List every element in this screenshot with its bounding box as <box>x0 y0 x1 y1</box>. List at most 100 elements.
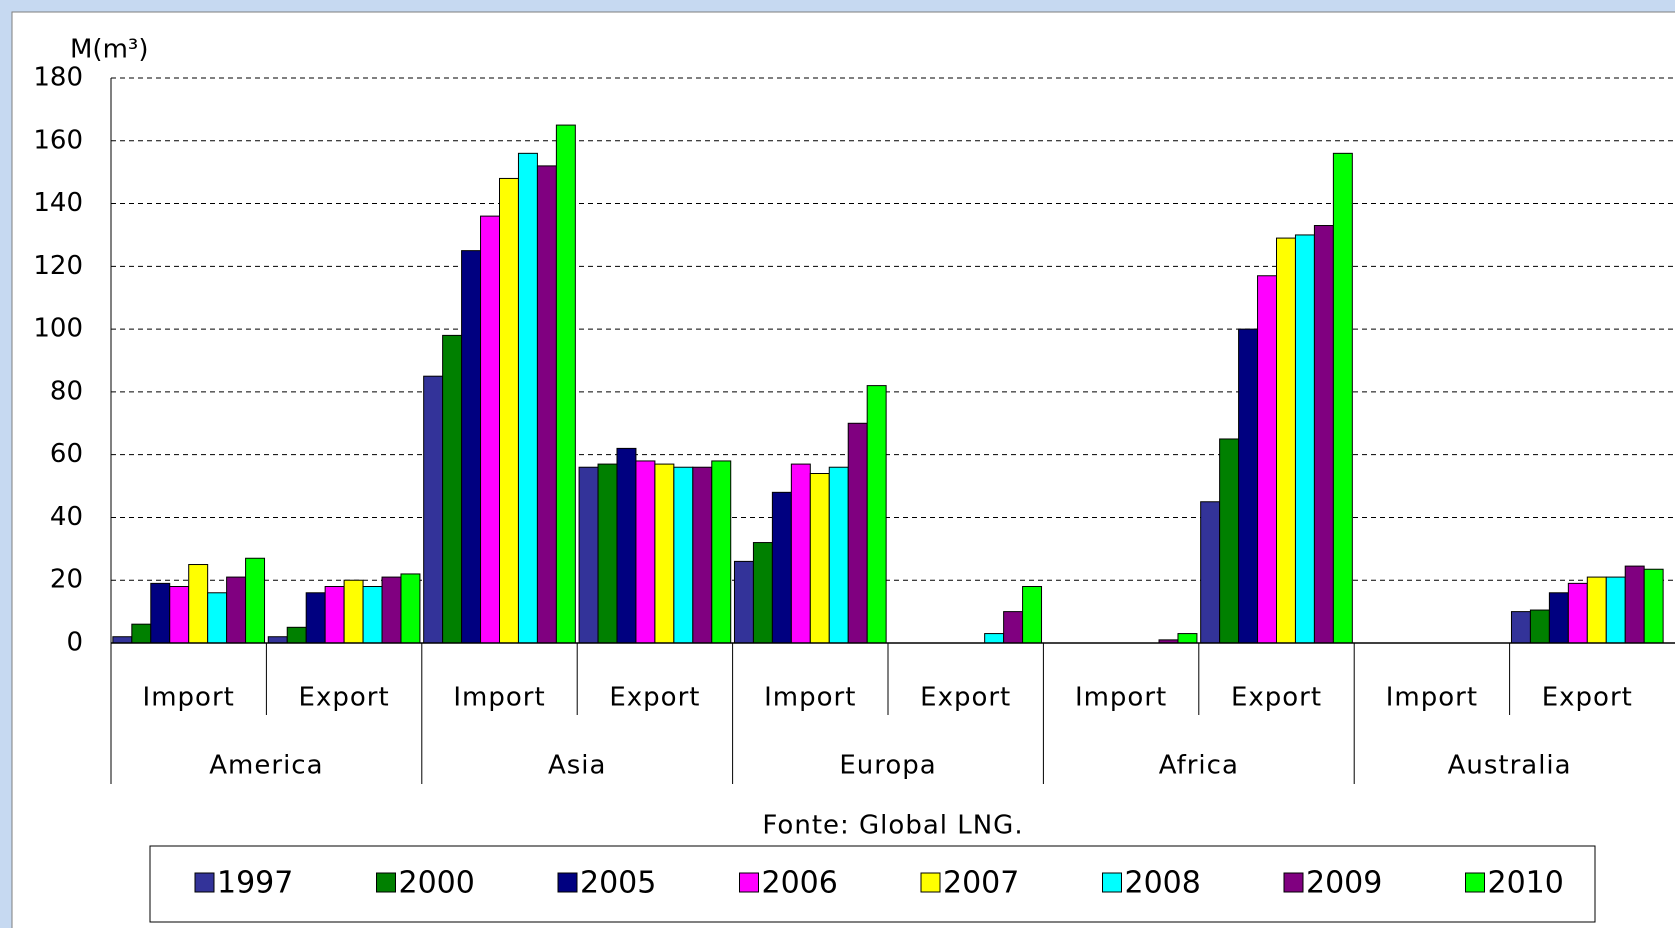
bar <box>847 422 868 644</box>
bar <box>1605 576 1626 644</box>
bar <box>984 633 1005 644</box>
bar <box>381 576 402 644</box>
legend-label: 2006 <box>762 866 838 901</box>
bar <box>597 463 618 644</box>
legend-label: 2008 <box>1125 866 1201 901</box>
bar <box>733 560 754 644</box>
y-tick-label: 100 <box>33 314 83 344</box>
y-tick-label: 40 <box>50 502 83 532</box>
bar <box>790 463 811 644</box>
x-tick-label: Import <box>1386 683 1478 713</box>
legend-swatch <box>376 872 396 893</box>
group-label: Europa <box>839 751 936 781</box>
bar <box>267 636 288 644</box>
bar <box>362 586 383 644</box>
bar <box>692 466 713 644</box>
bar <box>480 215 500 644</box>
bar <box>423 375 444 644</box>
bar <box>752 542 773 644</box>
bar <box>517 152 538 644</box>
x-tick-label: Export <box>299 683 390 713</box>
bar <box>578 466 599 644</box>
bar <box>1276 237 1296 644</box>
y-tick-label: 120 <box>33 251 83 281</box>
bar <box>169 586 190 644</box>
legend-swatch <box>1283 872 1304 893</box>
bar <box>673 466 694 644</box>
x-tick-label: Import <box>143 683 235 713</box>
x-tick-label: Export <box>609 683 700 713</box>
bar <box>1586 576 1607 644</box>
bar <box>1643 568 1664 644</box>
bar <box>1313 225 1334 644</box>
bar <box>1624 565 1645 644</box>
group-label: Australia <box>1448 751 1572 781</box>
bar <box>286 626 307 644</box>
legend-swatch <box>557 872 578 893</box>
legend-swatch <box>1102 872 1122 893</box>
y-tick-label: 60 <box>50 439 83 469</box>
bar <box>226 576 247 644</box>
bar <box>809 473 830 644</box>
bar <box>207 592 228 644</box>
legend-label: 2009 <box>1306 866 1382 901</box>
bar <box>654 463 675 644</box>
legend-swatch <box>739 872 759 893</box>
legend-swatch <box>194 872 215 893</box>
bar <box>1238 328 1259 644</box>
bar <box>188 564 209 644</box>
bar <box>131 623 152 644</box>
y-axis-label: M(m³) <box>70 35 148 65</box>
bar <box>616 447 637 644</box>
y-tick-label: 0 <box>66 628 83 658</box>
bar <box>305 592 326 644</box>
bar <box>1294 234 1315 644</box>
bar <box>555 124 576 644</box>
legend-swatch <box>920 872 941 893</box>
x-tick-label: Import <box>1075 683 1167 713</box>
bar <box>245 557 266 644</box>
bar <box>1257 275 1278 644</box>
bar <box>461 250 482 644</box>
legend-label: 2010 <box>1488 866 1564 901</box>
bar <box>635 460 656 644</box>
x-tick-label: Export <box>920 683 1011 713</box>
bar <box>324 586 345 644</box>
bar <box>1548 592 1569 644</box>
y-tick-label: 140 <box>33 188 83 218</box>
bar <box>343 579 364 644</box>
source-note: Fonte: Global LNG. <box>762 811 1023 841</box>
bar <box>711 460 732 644</box>
bar <box>112 636 133 644</box>
y-tick-label: 160 <box>33 125 83 155</box>
legend-label: 2000 <box>399 866 475 901</box>
bar <box>1219 438 1240 644</box>
x-tick-label: Import <box>453 683 545 713</box>
x-tick-label: Export <box>1542 683 1633 713</box>
bar <box>1567 582 1588 644</box>
group-label: Africa <box>1159 751 1239 781</box>
bar <box>771 491 792 644</box>
y-tick-label: 80 <box>50 376 83 406</box>
legend-label: 1997 <box>217 866 293 901</box>
y-tick-label: 180 <box>33 63 83 93</box>
group-label: Asia <box>548 751 607 781</box>
x-tick-label: Export <box>1231 683 1322 713</box>
bar <box>400 573 421 644</box>
bar <box>499 177 519 644</box>
legend-label: 2005 <box>580 866 656 901</box>
group-label: America <box>209 751 323 781</box>
bar <box>1529 609 1550 644</box>
bar <box>1510 611 1531 644</box>
bar <box>828 466 849 644</box>
bar <box>1003 611 1024 644</box>
bar <box>442 334 463 644</box>
bar <box>1177 633 1198 644</box>
bar <box>536 165 557 644</box>
bar <box>1332 152 1353 644</box>
bar <box>150 582 171 644</box>
y-tick-label: 20 <box>50 565 83 595</box>
bar <box>1200 501 1221 644</box>
